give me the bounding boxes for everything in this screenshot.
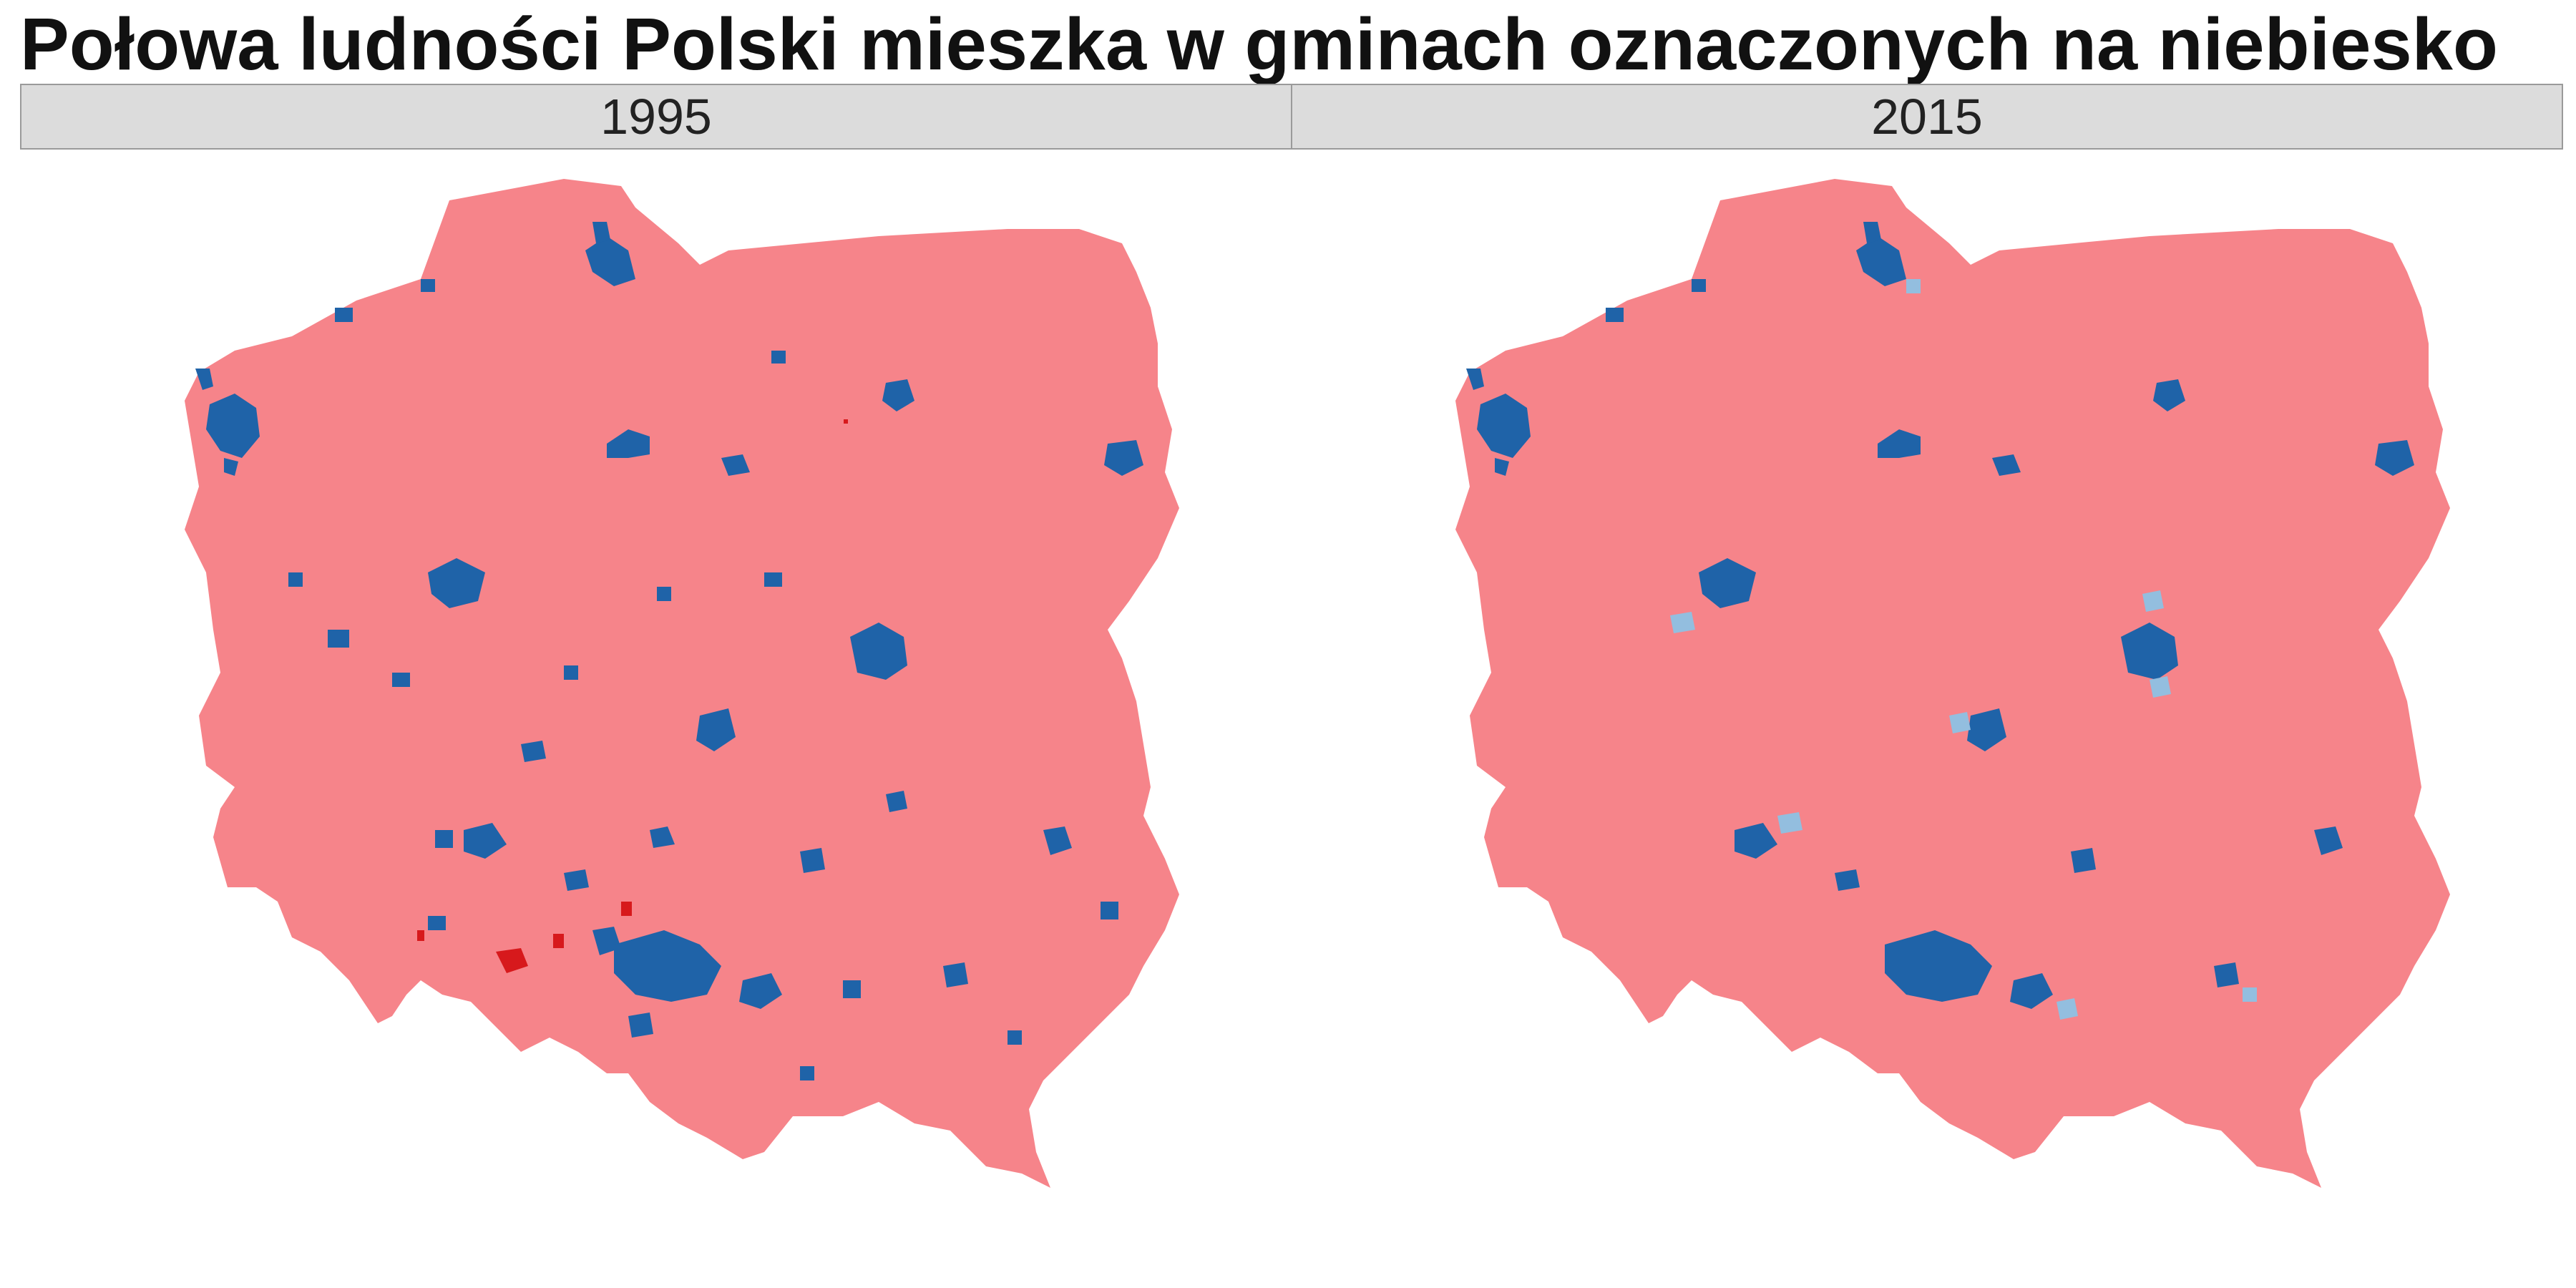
gmina-swinoujscie <box>195 369 213 390</box>
gmina-added-warszawa-ring-n <box>2142 590 2164 612</box>
gmina-bielsko <box>628 1013 653 1038</box>
gmina-bydgoszcz <box>607 429 650 458</box>
gmina-elblag <box>771 351 786 364</box>
gmina-opole <box>1835 869 1860 891</box>
gmina-krakow <box>739 973 782 1009</box>
gmina-radom <box>886 791 907 812</box>
gmina-torun <box>721 454 750 476</box>
gmina-szczecin <box>1477 394 1531 458</box>
gmina-wroclaw <box>1735 823 1777 859</box>
gmina-slask-central <box>614 930 721 1002</box>
gmina-bydgoszcz <box>1878 429 1921 458</box>
map-panel-2015 <box>1455 179 2450 1188</box>
gmina-slupsk <box>1692 279 1706 292</box>
gmina-zielona-gora <box>328 630 349 648</box>
gmina-legnica <box>435 830 453 848</box>
gmina-swinoujscie <box>1466 369 1484 390</box>
gmina-added-wroclaw-ring <box>1777 812 1802 834</box>
gmina-police <box>1495 458 1509 476</box>
gmina-olsztyn <box>2153 379 2185 411</box>
gmina-koszalin <box>1606 308 1624 322</box>
gmina-added-krakow-ring <box>2057 998 2078 1020</box>
added-gminas-2015 <box>1670 279 2257 1020</box>
gmina-lodz <box>1967 708 2006 751</box>
gmina-plock <box>764 572 782 587</box>
gmina-kalisz <box>521 741 546 762</box>
gmina-added-poznan-ring <box>1670 612 1695 633</box>
gmina-koszalin <box>335 308 353 322</box>
gmina-lublin <box>1043 826 1072 855</box>
gmina-rzeszow <box>2214 962 2239 987</box>
half-population-gminas-2015 <box>1466 222 2414 1009</box>
gmina-konin <box>564 665 578 680</box>
gmina-szczecin <box>206 394 260 458</box>
gmina-warszawa <box>850 623 907 680</box>
gmina-gdynia <box>592 222 610 243</box>
gmina-kielce <box>2071 848 2096 873</box>
gmina-removed-1 <box>496 948 528 973</box>
gmina-gdansk <box>1856 236 1906 286</box>
gmina-slupsk <box>421 279 435 292</box>
gmina-removed-5 <box>844 419 848 424</box>
gmina-added-warszawa-ring-s <box>2150 676 2171 698</box>
panel-label-2015: 2015 <box>1291 84 2563 150</box>
panel-label-1995: 1995 <box>20 84 1292 150</box>
gmina-bialystok <box>2375 440 2414 476</box>
gmina-removed-2 <box>553 934 564 948</box>
gmina-zamosc <box>1101 902 1118 919</box>
gmina-lodz <box>696 708 736 751</box>
gmina-wloclawek <box>657 587 671 601</box>
gmina-walbrzych <box>428 916 446 930</box>
gmina-wroclaw <box>464 823 507 859</box>
gmina-przemysl <box>1008 1030 1022 1045</box>
gmina-removed-4 <box>417 930 424 941</box>
gmina-gdynia <box>1863 222 1881 243</box>
gmina-tarnow <box>843 980 861 998</box>
gmina-rzeszow <box>943 962 968 987</box>
gmina-torun <box>1992 454 2021 476</box>
gmina-nowy-sacz <box>800 1066 814 1080</box>
gmina-krakow <box>2010 973 2053 1009</box>
map-panel-1995 <box>185 179 1179 1188</box>
gmina-warszawa <box>2121 623 2178 680</box>
poland-outline-1995 <box>185 179 1179 1188</box>
gmina-added-rzeszow-ring <box>2243 987 2257 1002</box>
gmina-slask-central <box>1885 930 1992 1002</box>
gmina-opole <box>564 869 589 891</box>
gmina-olsztyn <box>882 379 914 411</box>
removed-gminas-1995 <box>417 419 848 973</box>
gmina-poznan <box>428 558 485 608</box>
gmina-added-gdansk-suburb <box>1906 279 1921 293</box>
gmina-gorzow <box>288 572 303 587</box>
map-title: Połowa ludności Polski mieszka w gminach… <box>20 3 2498 85</box>
gmina-gdansk <box>585 236 635 286</box>
gmina-removed-3 <box>621 902 632 916</box>
gmina-czestochowa <box>650 826 675 848</box>
gmina-lublin <box>2314 826 2343 855</box>
gmina-added-lodz-ring <box>1949 712 1971 733</box>
gmina-police <box>224 458 238 476</box>
gmina-leszno <box>392 673 410 687</box>
poland-outline-2015 <box>1455 179 2450 1188</box>
half-population-gminas-1995 <box>195 222 1143 1080</box>
gmina-poznan <box>1699 558 1756 608</box>
gmina-kielce <box>800 848 825 873</box>
gmina-bialystok <box>1104 440 1143 476</box>
